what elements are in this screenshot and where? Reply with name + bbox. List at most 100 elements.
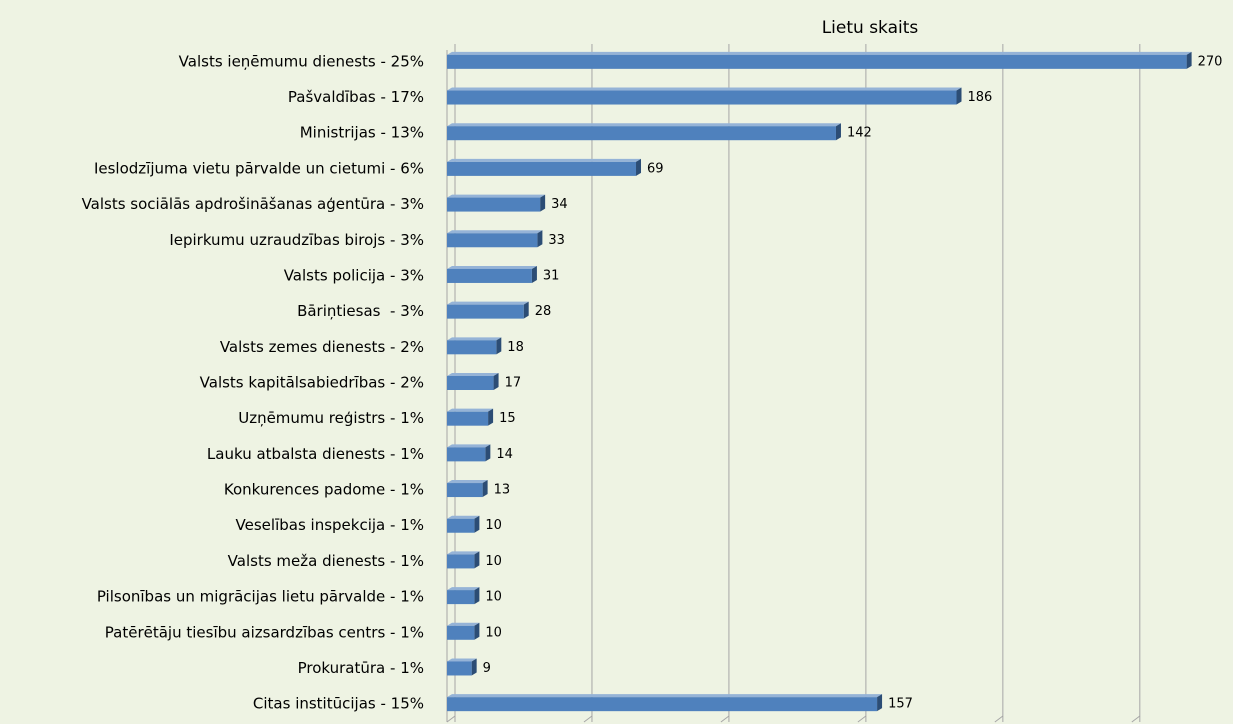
value-label: 28 <box>535 304 552 319</box>
bar <box>447 340 497 355</box>
category-label: Uzņēmumu reģistrs - 1% <box>238 409 424 427</box>
category-label: Pilsonības un migrācijas lietu pārvalde … <box>97 588 424 606</box>
bar-side <box>531 265 537 283</box>
grid-line-depth <box>1131 715 1141 723</box>
bar-top <box>447 515 480 519</box>
category-label: Valsts kapitālsabiedrības - 2% <box>200 374 424 392</box>
bar-top <box>447 444 491 448</box>
bar <box>447 554 475 569</box>
bar-side <box>493 373 499 390</box>
bar-top <box>447 373 499 376</box>
bar <box>447 376 494 390</box>
bar <box>447 197 541 212</box>
category-label: Citas institūcijas - 15% <box>253 695 424 713</box>
bar <box>447 697 878 712</box>
x-axis-label: Lietu skaits <box>822 18 919 38</box>
value-label: 270 <box>1198 54 1223 69</box>
bar <box>447 161 637 176</box>
bar-side <box>537 230 543 248</box>
bar-side <box>474 587 480 605</box>
value-label: 9 <box>483 661 491 676</box>
grid-line-depth <box>857 715 867 723</box>
category-label: Veselības inspekcija - 1% <box>236 516 424 534</box>
category-label: Pašvaldības - 17% <box>288 88 424 106</box>
bar-top <box>447 587 480 591</box>
bar-top <box>447 337 502 341</box>
category-label: Prokuratūra - 1% <box>298 659 424 677</box>
bar-side <box>471 658 477 676</box>
value-label: 31 <box>543 268 560 283</box>
grid-line-depth <box>720 715 730 723</box>
bar-side <box>496 337 502 355</box>
bar-side <box>636 158 642 176</box>
value-label: 14 <box>496 447 513 462</box>
bar-top <box>447 408 494 412</box>
bar <box>447 233 538 248</box>
bar-top <box>447 622 480 626</box>
bar-side <box>1186 51 1192 69</box>
value-label: 33 <box>548 233 565 248</box>
bar <box>447 304 524 319</box>
category-label: Valsts sociālās apdrošināšanas aģentūra … <box>82 195 424 213</box>
value-label: 142 <box>847 126 872 141</box>
bar-top <box>447 694 883 698</box>
category-label: Ieslodzījuma vietu pārvalde un cietumi -… <box>94 159 424 177</box>
category-label: Ministrijas - 13% <box>300 124 424 142</box>
value-label: 10 <box>485 554 502 569</box>
value-label: 157 <box>888 697 913 712</box>
bar-top <box>447 265 537 269</box>
bar <box>447 518 475 533</box>
bar-side <box>474 515 480 533</box>
bar <box>447 483 483 498</box>
category-label: Bāriņtiesas - 3% <box>297 302 424 320</box>
bar-top <box>447 51 1192 55</box>
bar <box>447 625 475 640</box>
value-label: 15 <box>499 411 516 426</box>
bar-side <box>540 194 546 212</box>
bar <box>447 126 836 141</box>
value-label: 69 <box>647 161 664 176</box>
category-label: Konkurences padome - 1% <box>224 481 424 499</box>
bar-side <box>485 444 491 462</box>
category-label: Lauku atbalsta dienests - 1% <box>207 445 424 463</box>
value-label: 34 <box>551 197 568 212</box>
bar-side <box>956 87 962 105</box>
bar-side <box>474 551 480 569</box>
bar <box>447 661 472 676</box>
bar-top <box>447 301 529 305</box>
value-label: 18 <box>507 340 524 355</box>
value-label: 13 <box>494 483 511 498</box>
category-label: Valsts policija - 3% <box>284 266 424 284</box>
bar <box>447 590 475 605</box>
bar <box>447 54 1187 69</box>
bar-side <box>482 480 488 498</box>
value-label: 17 <box>505 376 522 391</box>
category-label: Patērētāju tiesību aizsardzības centrs -… <box>105 623 424 641</box>
category-label: Valsts ieņēmumu dienests - 25% <box>179 52 424 70</box>
category-label: Valsts zemes dienests - 2% <box>220 338 424 356</box>
grid-line-depth <box>583 715 593 723</box>
bar-top <box>447 230 543 234</box>
bar-side <box>523 301 529 319</box>
bar-top <box>447 87 962 91</box>
grid-line-depth <box>994 715 1004 723</box>
bar <box>447 447 486 462</box>
bar <box>447 411 489 426</box>
bar-side <box>474 622 480 640</box>
category-label: Valsts meža dienests - 1% <box>228 552 424 570</box>
bar-top <box>447 194 546 198</box>
bar-side <box>835 123 841 141</box>
bar-side <box>877 694 883 712</box>
value-label: 186 <box>968 90 993 105</box>
bar-top <box>447 551 480 555</box>
grid-line-depth <box>446 715 456 723</box>
bar <box>447 268 532 283</box>
value-label: 10 <box>485 625 502 640</box>
bar-top <box>447 158 642 162</box>
bar-side <box>488 408 494 426</box>
category-label: Iepirkumu uzraudzības birojs - 3% <box>169 231 424 249</box>
bar-top <box>447 480 488 484</box>
bar <box>447 90 957 105</box>
